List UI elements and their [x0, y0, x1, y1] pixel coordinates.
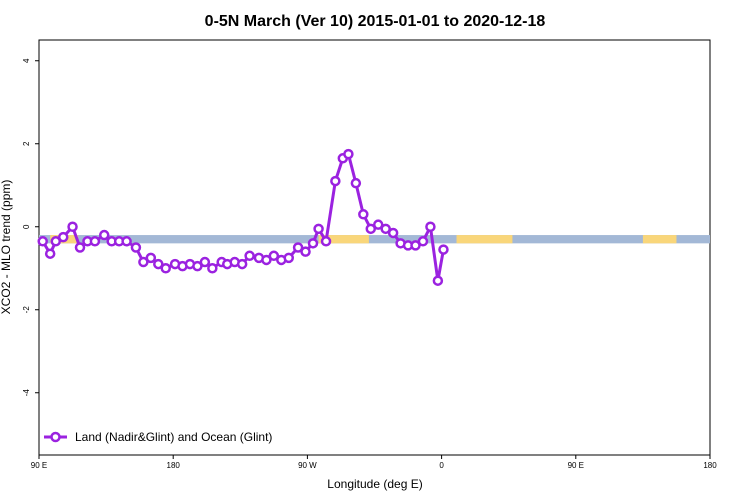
legend-marker: [50, 431, 61, 443]
data-point: [372, 219, 384, 230]
data-point: [350, 177, 362, 189]
x-axis: 90 E 180 90 W 0 90 E 180: [31, 455, 717, 470]
data-point: [300, 246, 311, 257]
x-tick-label: 180: [167, 461, 181, 470]
band-land: [642, 235, 677, 244]
data-point: [236, 258, 248, 270]
data-point: [387, 227, 399, 239]
y-axis-label: XCO2 - MLO trend (ppm): [0, 180, 13, 315]
data-point: [261, 254, 272, 266]
data-point: [207, 263, 218, 274]
data-point: [320, 236, 332, 247]
data-point: [313, 223, 324, 235]
band-ocean: [39, 235, 710, 244]
data-point: [98, 229, 110, 241]
chart-title: 0-5N March (Ver 10) 2015-01-01 to 2020-1…: [205, 13, 546, 30]
data-point: [89, 236, 101, 247]
data-point: [432, 275, 444, 286]
legend-entry: Land (Nadir&Glint) and Ocean (Glint): [75, 430, 272, 444]
plot-area: [38, 39, 711, 456]
band-land: [318, 235, 369, 244]
x-axis-label: Longitude (deg E): [327, 477, 422, 491]
data-point: [37, 236, 48, 247]
data-point: [199, 256, 211, 268]
x-tick-label: 0: [439, 461, 444, 470]
legend: Land (Nadir&Glint) and Ocean (Glint): [44, 430, 272, 444]
data-point: [138, 256, 149, 268]
data-point: [74, 242, 86, 253]
data-point: [153, 258, 164, 270]
y-axis: 4 2 0 -2 -4: [22, 58, 39, 396]
data-point: [145, 252, 157, 264]
data-point: [438, 244, 449, 255]
x-tick-label: 90 W: [298, 461, 317, 470]
data-point: [330, 175, 341, 187]
data-point: [67, 221, 78, 232]
data-point: [365, 223, 377, 235]
data-point: [380, 223, 391, 235]
reference-band: [39, 235, 710, 244]
data-point: [160, 263, 171, 274]
data-point: [57, 231, 69, 243]
data-series: [37, 148, 449, 286]
y-tick-label: 4: [22, 58, 31, 63]
data-point: [50, 236, 62, 247]
data-point: [307, 238, 319, 249]
data-point: [44, 248, 56, 259]
data-point: [292, 242, 304, 253]
data-point: [283, 252, 295, 264]
data-point: [410, 240, 421, 251]
y-tick-label: 2: [22, 141, 31, 146]
x-tick-label: 180: [703, 461, 717, 470]
band-land: [456, 235, 513, 244]
data-point: [358, 209, 369, 220]
x-tick-label: 90 E: [568, 461, 584, 470]
data-point: [192, 260, 203, 272]
data-point: [244, 250, 255, 262]
data-point: [130, 242, 142, 253]
data-point: [121, 236, 132, 247]
data-point: [343, 148, 354, 160]
data-point: [417, 236, 429, 247]
y-tick-label: 0: [22, 224, 31, 229]
x-tick-label: 90 E: [31, 461, 47, 470]
y-tick-label: -4: [22, 389, 31, 397]
data-point: [268, 250, 280, 262]
y-tick-label: -2: [22, 306, 31, 314]
data-point: [425, 221, 436, 232]
